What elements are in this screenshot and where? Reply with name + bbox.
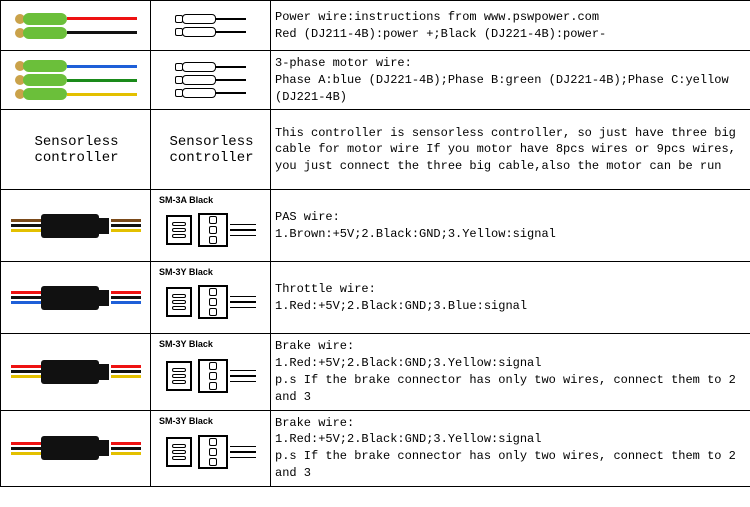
cell-description: PAS wire:1.Brown:+5V;2.Black:GND;3.Yello…: [271, 190, 750, 262]
cell-diagram: SM-3A Black: [151, 190, 271, 262]
cell-description: 3-phase motor wire:Phase A:blue (DJ221-4…: [271, 51, 750, 110]
table-row: Sensorless controllerSensorless controll…: [1, 110, 750, 190]
cell-description: This controller is sensorless controller…: [271, 110, 750, 190]
cell-diagram: SM-3Y Black: [151, 262, 271, 334]
diagram-label: SM-3Y Black: [159, 267, 213, 277]
cell-photo: [1, 410, 151, 486]
connector-diagram: SM-3A Black: [155, 194, 266, 257]
table-row: SM-3Y Black Brake wire:1.Red:+5V;2.Black:…: [1, 334, 750, 410]
table-row: SM-3A Black PAS wire:1.Brown:+5V;2.Black:…: [1, 190, 750, 262]
cell-photo: [1, 51, 151, 110]
table-row: SM-3Y Black Brake wire:1.Red:+5V;2.Black:…: [1, 410, 750, 486]
cell-description: Throttle wire:1.Red:+5V;2.Black:GND;3.Bl…: [271, 262, 750, 334]
cell-photo: [1, 190, 151, 262]
connector-diagram: SM-3Y Black: [155, 415, 266, 482]
cell-diagram: Sensorless controller: [151, 110, 271, 190]
connector-diagram: [155, 55, 266, 105]
connector-diagram: SM-3Y Black: [155, 338, 266, 405]
connector-photo: [5, 214, 146, 238]
diagram-label: SM-3Y Black: [159, 339, 213, 349]
table-row: SM-3Y Black Throttle wire:1.Red:+5V;2.Bla…: [1, 262, 750, 334]
table-row: Power wire:instructions from www.pswpowe…: [1, 1, 750, 51]
connector-diagram: [155, 5, 266, 46]
wiring-table: Power wire:instructions from www.pswpowe…: [0, 0, 750, 487]
connector-photo: [5, 13, 146, 39]
connector-photo: [5, 436, 146, 460]
table-row: 3-phase motor wire:Phase A:blue (DJ221-4…: [1, 51, 750, 110]
cell-description: Brake wire:1.Red:+5V;2.Black:GND;3.Yello…: [271, 334, 750, 410]
cell-diagram: SM-3Y Black: [151, 410, 271, 486]
connector-photo: [5, 286, 146, 310]
connector-diagram: SM-3Y Black: [155, 266, 266, 329]
diagram-label: SM-3Y Black: [159, 416, 213, 426]
diagram-label: SM-3A Black: [159, 195, 213, 205]
connector-photo: [5, 360, 146, 384]
wiring-tbody: Power wire:instructions from www.pswpowe…: [1, 1, 750, 487]
cell-photo: [1, 262, 151, 334]
cell-diagram: [151, 51, 271, 110]
cell-photo: [1, 334, 151, 410]
connector-photo: [5, 60, 146, 100]
cell-description: Power wire:instructions from www.pswpowe…: [271, 1, 750, 51]
cell-photo: Sensorless controller: [1, 110, 151, 190]
cell-description: Brake wire:1.Red:+5V;2.Black:GND;3.Yello…: [271, 410, 750, 486]
cell-diagram: SM-3Y Black: [151, 334, 271, 410]
cell-diagram: [151, 1, 271, 51]
cell-photo: [1, 1, 151, 51]
